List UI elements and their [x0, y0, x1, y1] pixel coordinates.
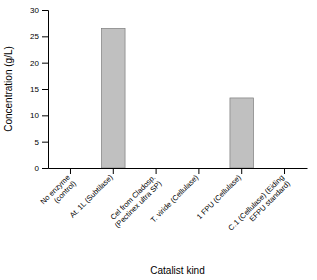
y-tick-label: 10	[30, 111, 39, 120]
x-tick: At. 1L (Subtilase)	[68, 168, 115, 220]
y-axis: 0 5 10 15 20 25 30	[30, 6, 48, 173]
x-tick-mark	[284, 168, 285, 174]
plot: 0 5 10 15 20 25 30 No enzyme(control)At. 1L (Su…	[30, 6, 307, 238]
x-tick-label-line: 1 FPU (Cellulase)	[195, 173, 244, 222]
y-tick-mark	[42, 142, 48, 143]
x-tick-label: No enzyme(control)	[39, 173, 79, 213]
x-axis-title: Catalist kind	[150, 265, 204, 276]
x-tick-label: 1 FPU (Cellulase)	[195, 173, 244, 222]
x-tick-label-line: T. viride (Cellulase)	[149, 173, 201, 225]
x-tick: C.1 (Cellulase) (EidingEFPU standard)	[226, 168, 292, 238]
y-tick: 10	[30, 111, 48, 120]
x-axis-line	[49, 168, 308, 169]
y-axis-line	[42, 11, 49, 169]
bar	[144, 168, 168, 169]
x-tick-mark	[198, 168, 199, 174]
y-tick-mark	[42, 89, 48, 90]
bars	[102, 28, 254, 168]
x-tick-label: At. 1L (Subtilase)	[68, 173, 115, 220]
y-tick-mark	[42, 168, 48, 169]
x-tick-mark	[156, 168, 157, 174]
y-tick: 25	[30, 32, 48, 41]
x-tick-label-line: EFPU standard)	[248, 179, 293, 224]
x-tick-label: T. viride (Cellulase)	[149, 173, 201, 225]
x-tick-mark	[113, 168, 114, 174]
x-tick: No enzyme(control)	[39, 168, 79, 212]
y-tick-label: 30	[30, 6, 39, 15]
x-tick: 1 FPU (Cellulase)	[195, 168, 244, 221]
bar	[59, 168, 83, 169]
y-tick: 0	[35, 164, 48, 173]
x-tick-label: C.1 (Cellulase) (EidingEFPU standard)	[226, 173, 292, 239]
chart: 0 5 10 15 20 25 30 No enzyme(control)At. 1L (Su…	[0, 0, 317, 280]
y-tick: 30	[30, 6, 48, 15]
x-tick-mark	[241, 168, 242, 174]
y-tick-label: 0	[35, 164, 40, 173]
y-tick-label: 20	[30, 59, 39, 68]
y-tick: 5	[35, 138, 48, 147]
y-tick: 15	[30, 85, 48, 94]
y-tick-mark	[42, 36, 48, 37]
x-axis: No enzyme(control)At. 1L (Subtilase)Cel …	[39, 168, 308, 238]
y-tick-label: 25	[30, 32, 39, 41]
y-tick: 20	[30, 59, 48, 68]
x-tick-label-line: At. 1L (Subtilase)	[68, 173, 115, 220]
bar	[102, 28, 126, 168]
y-tick-label: 5	[35, 138, 40, 147]
x-tick-mark	[70, 168, 71, 174]
x-tick-label-line: (control)	[52, 179, 78, 205]
x-tick: T. viride (Cellulase)	[149, 168, 201, 224]
y-tick-mark	[42, 63, 48, 64]
x-tick-label-line: C.1 (Cellulase) (Eiding	[226, 173, 285, 232]
y-axis-title: Concentration (g/L)	[3, 46, 14, 132]
bar	[230, 98, 254, 168]
bar	[187, 168, 211, 169]
y-tick-mark	[42, 10, 48, 11]
y-tick-mark	[42, 115, 48, 116]
y-tick-label: 15	[30, 85, 39, 94]
bar	[273, 168, 297, 169]
